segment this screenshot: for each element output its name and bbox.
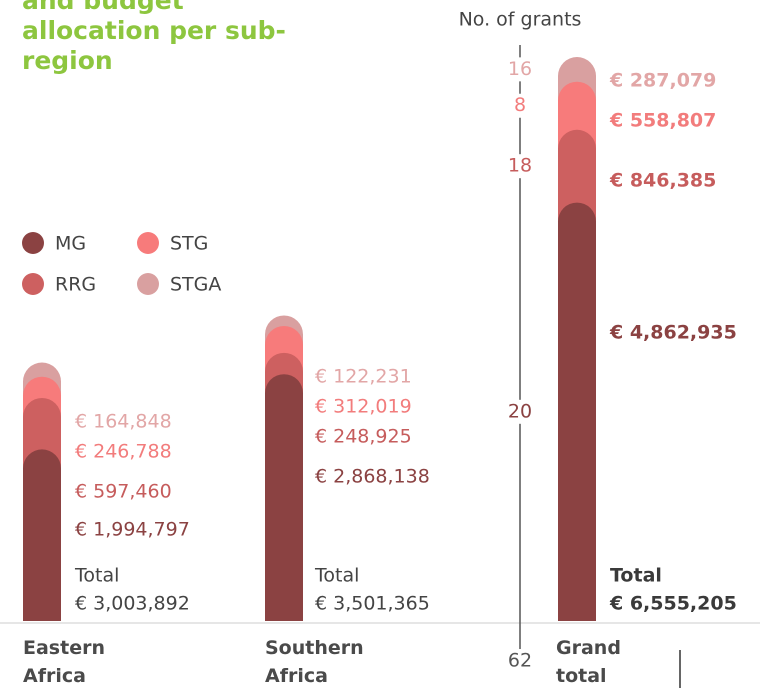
grant-label-bg: [502, 154, 538, 179]
grant-count: 20: [508, 400, 532, 422]
legend-label: STG: [170, 233, 208, 255]
grant-count: 8: [514, 94, 526, 116]
total-label: Total: [610, 565, 662, 587]
value-label: € 558,807: [609, 110, 716, 132]
grant-axis-title: No. of grants: [459, 9, 582, 31]
chart-title: and budget allocation per sub-region: [22, 0, 286, 75]
category-label: Eastern Africa: [23, 637, 105, 687]
value-label: € 2,868,138: [315, 466, 430, 488]
legend-swatch: [22, 273, 44, 295]
value-label: € 846,385: [609, 170, 716, 192]
value-label: € 246,788: [75, 441, 172, 463]
legend-swatch: [137, 273, 159, 295]
legend-label: MG: [55, 233, 86, 255]
category-label: Grand total: [556, 637, 621, 687]
grant-label-bg: [502, 649, 538, 673]
total-value: € 3,501,365: [315, 593, 430, 615]
legend-swatch: [22, 232, 44, 254]
value-label: € 4,862,935: [609, 322, 737, 344]
legend-label: STGA: [170, 274, 221, 296]
category-label: Southern Africa: [265, 637, 364, 687]
value-label: € 1,994,797: [75, 519, 190, 541]
grant-label-bg: [502, 93, 538, 118]
value-label: € 164,848: [75, 411, 172, 433]
value-label: € 597,460: [75, 481, 172, 503]
total-label: Total: [74, 565, 119, 587]
grant-count: 16: [508, 58, 532, 80]
grant-count: 18: [508, 155, 532, 177]
value-label: € 312,019: [315, 396, 412, 418]
grant-label-bg: [502, 57, 538, 82]
value-label: € 248,925: [315, 426, 412, 448]
bar-segment: [265, 374, 303, 621]
bar-segment: [23, 449, 61, 621]
grant-total: 62: [508, 650, 532, 672]
legend-label: RRG: [55, 274, 96, 296]
total-value: € 3,003,892: [75, 593, 190, 615]
grant-label-bg: [502, 399, 538, 424]
total-value: € 6,555,205: [609, 593, 737, 615]
legend-swatch: [137, 232, 159, 254]
total-label: Total: [314, 565, 359, 587]
bar-segment: [558, 202, 596, 621]
value-label: € 287,079: [609, 70, 716, 92]
value-label: € 122,231: [315, 366, 412, 388]
